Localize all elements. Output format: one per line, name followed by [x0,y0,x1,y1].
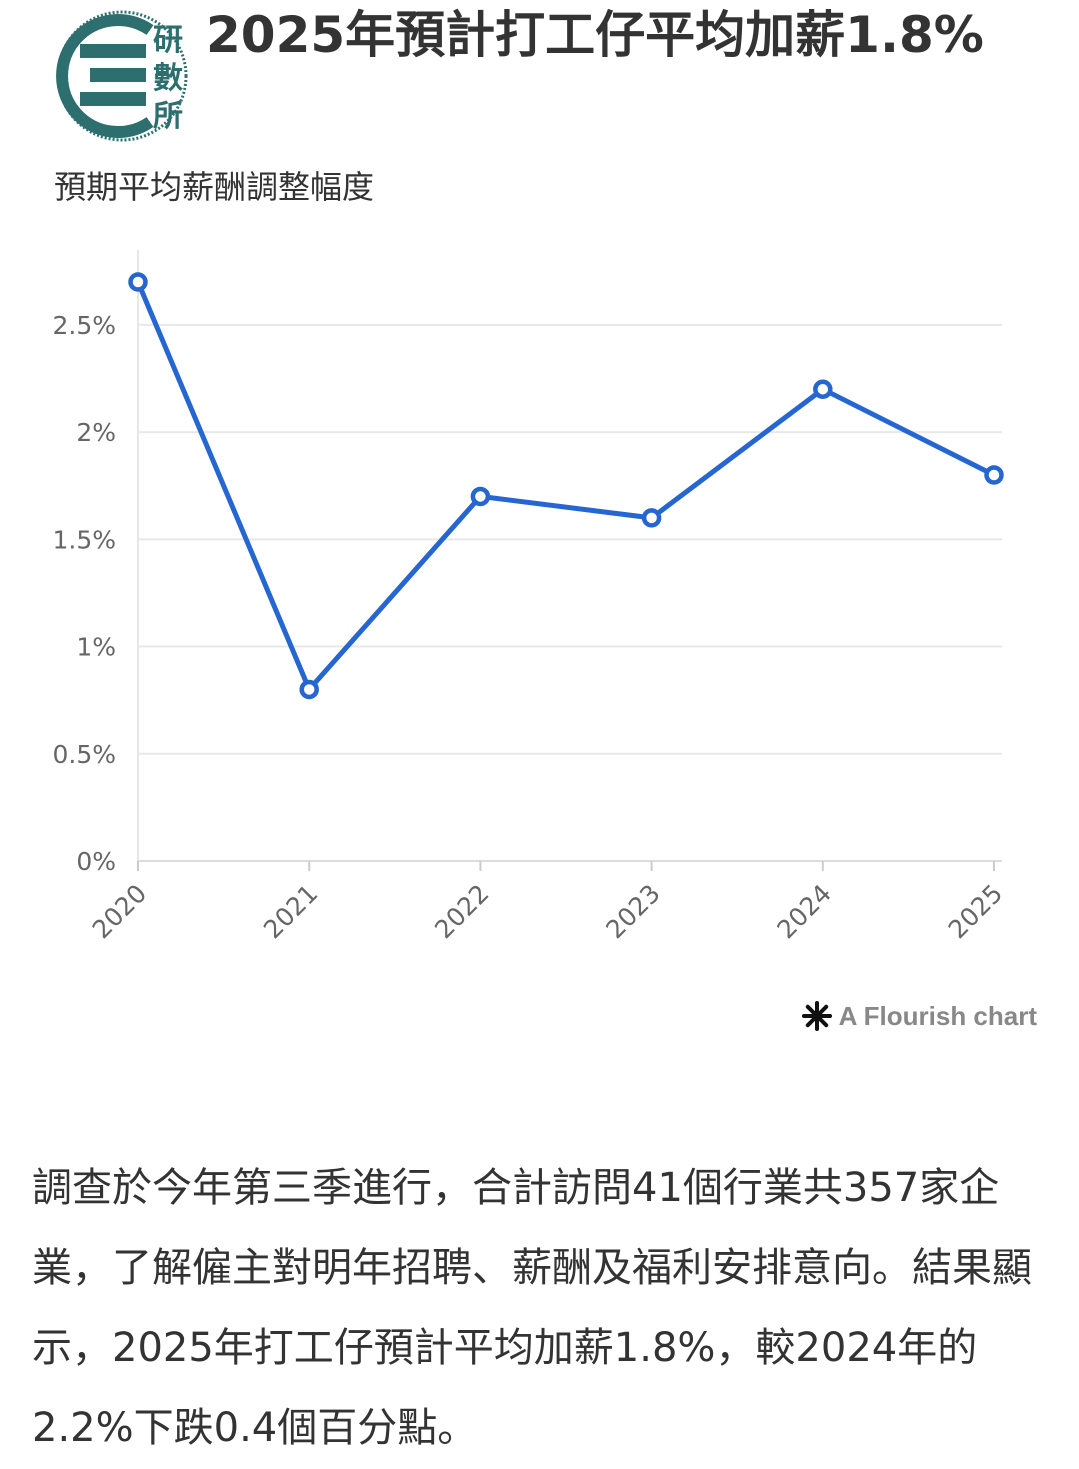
x-tick-label: 2025 [943,879,1008,944]
x-axis: 2020 2021 2022 2023 2024 2025 [87,861,1008,944]
svg-text:數: 數 [153,61,183,96]
data-point [299,679,319,700]
data-point [813,379,833,399]
logo: 研 數 所 [56,10,188,142]
svg-text:研: 研 [153,23,183,58]
series-line [135,281,996,692]
flourish-credit[interactable]: A Flourish chart [801,1000,1037,1032]
data-point [128,272,148,292]
chart-series [135,281,996,692]
data-point [641,508,662,528]
y-tick-label: 0% [76,847,116,876]
y-tick-label: 2% [76,418,116,447]
chart-points [128,272,1004,700]
chart-grid [137,250,1002,862]
x-tick-label: 2021 [258,879,323,944]
y-tick-label: 1.5% [52,525,116,554]
chart-subtitle: 預期平均薪酬調整幅度 [54,168,375,206]
y-axis: 0% 0.5% 1% 1.5% 2% 2.5% [52,311,116,876]
chart-title: 2025年預計打工仔平均加薪1.8% [206,6,984,64]
data-point [470,486,491,507]
y-tick-label: 0.5% [52,740,116,769]
credit-text: A Flourish chart [838,1000,1037,1031]
article-paragraph: 調查於今年第三季進行，合計訪問41個行業共357家企業，了解僱主對明年招聘、薪酬… [32,1165,1032,1451]
x-tick-label: 2022 [429,879,494,944]
line-chart: 0%0.5%1%1.5%2%2.5% 2020 2021 2022 2023 2024 2… [52,250,1008,944]
y-tick-label: 2.5% [52,311,116,340]
svg-text:所: 所 [153,99,183,134]
data-point [984,465,1004,485]
x-tick-label: 2023 [600,879,665,944]
x-tick-label: 2020 [87,879,152,944]
y-tick-label: 1% [76,633,116,662]
asterisk-icon [801,1001,832,1031]
x-tick-label: 2024 [772,879,837,944]
